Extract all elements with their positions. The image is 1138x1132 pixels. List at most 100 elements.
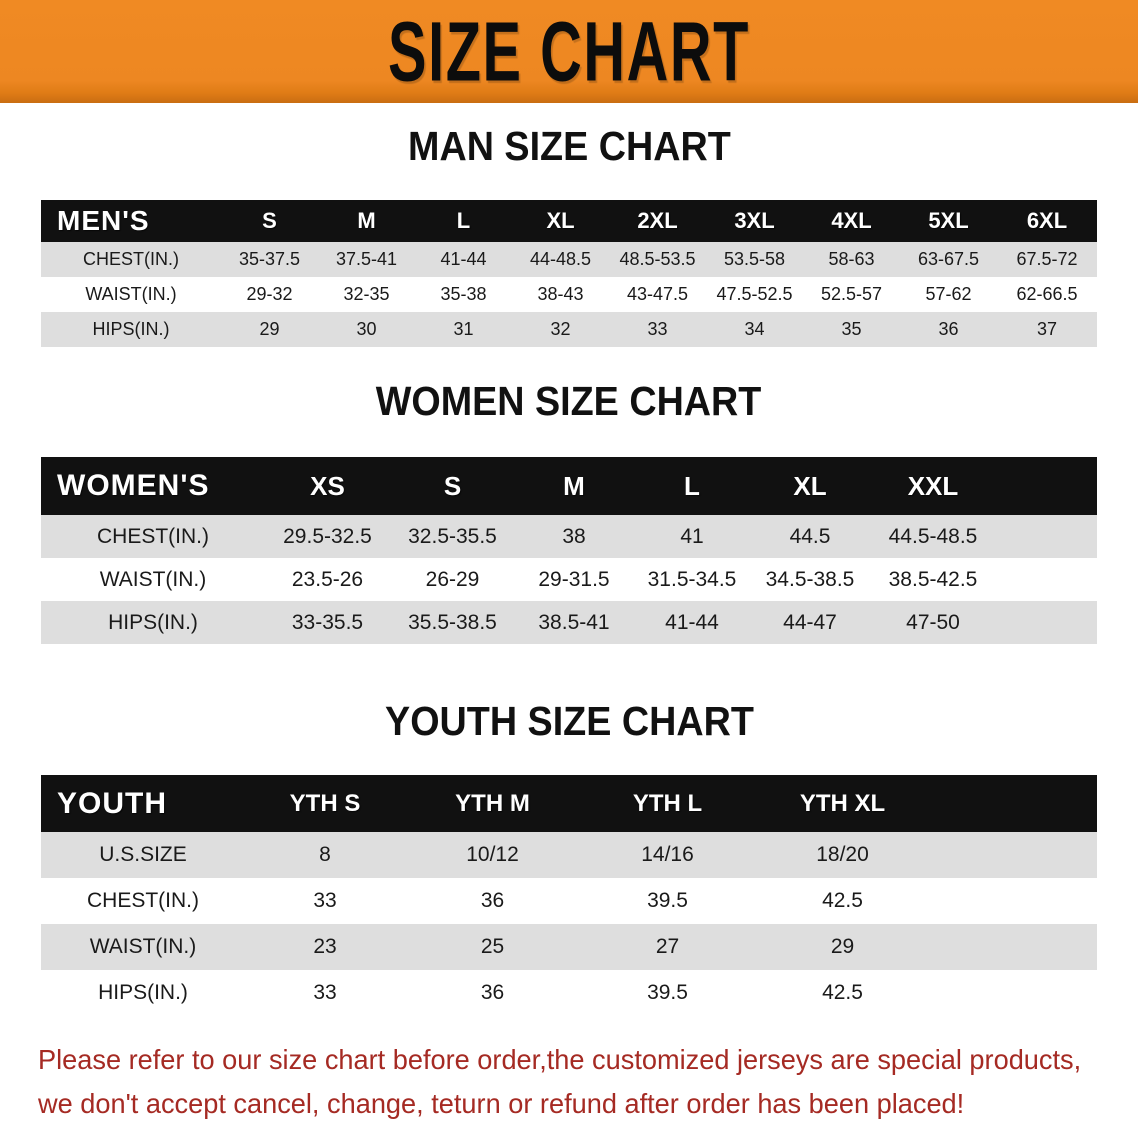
men-table-header-row: MEN'S S M L XL 2XL 3XL 4XL 5XL 6XL	[41, 200, 1097, 242]
men-cell: 32	[512, 312, 609, 347]
youth-cell-filler	[930, 970, 1097, 1016]
page-banner: SIZE CHART	[0, 0, 1138, 103]
men-col-header: M	[318, 200, 415, 242]
men-size-table: MEN'S S M L XL 2XL 3XL 4XL 5XL 6XL CHEST…	[41, 200, 1097, 347]
youth-col-header: YTH S	[245, 775, 405, 832]
youth-cell: 33	[245, 970, 405, 1016]
women-col-header: M	[515, 457, 633, 515]
youth-cell: 36	[405, 970, 580, 1016]
men-row-label: WAIST(IN.)	[41, 277, 221, 312]
youth-cell: 39.5	[580, 970, 755, 1016]
table-row: WAIST(IN.) 23.5-26 26-29 29-31.5 31.5-34…	[41, 558, 1097, 601]
women-cell: 44.5-48.5	[869, 515, 997, 558]
youth-cell: 36	[405, 878, 580, 924]
women-cell-filler	[997, 601, 1097, 644]
table-row: CHEST(IN.) 29.5-32.5 32.5-35.5 38 41 44.…	[41, 515, 1097, 558]
table-row: HIPS(IN.) 33 36 39.5 42.5	[41, 970, 1097, 1016]
women-section-title: WOMEN SIZE CHART	[0, 381, 1138, 422]
women-cell: 35.5-38.5	[390, 601, 515, 644]
women-cell: 38	[515, 515, 633, 558]
youth-section-title: YOUTH SIZE CHART	[0, 701, 1138, 742]
youth-col-header: YTH XL	[755, 775, 930, 832]
men-col-header: 3XL	[706, 200, 803, 242]
women-size-table: WOMEN'S XS S M L XL XXL CHEST(IN.) 29.5-…	[41, 457, 1097, 644]
men-cell: 44-48.5	[512, 242, 609, 277]
banner-title: SIZE CHART	[388, 3, 750, 99]
women-cell: 41-44	[633, 601, 751, 644]
men-col-header: XL	[512, 200, 609, 242]
youth-row-label: WAIST(IN.)	[41, 924, 245, 970]
men-cell: 35-38	[415, 277, 512, 312]
women-cell: 38.5-42.5	[869, 558, 997, 601]
men-row-label: CHEST(IN.)	[41, 242, 221, 277]
men-cell: 67.5-72	[997, 242, 1097, 277]
men-cell: 58-63	[803, 242, 900, 277]
youth-cell-filler	[930, 832, 1097, 878]
youth-table-header-row: YOUTH YTH S YTH M YTH L YTH XL	[41, 775, 1097, 832]
men-cell: 43-47.5	[609, 277, 706, 312]
women-corner-label: WOMEN'S	[41, 457, 265, 515]
men-cell: 29	[221, 312, 318, 347]
men-cell: 41-44	[415, 242, 512, 277]
women-cell: 32.5-35.5	[390, 515, 515, 558]
youth-col-header: YTH M	[405, 775, 580, 832]
women-cell: 31.5-34.5	[633, 558, 751, 601]
women-cell: 47-50	[869, 601, 997, 644]
men-col-header: 6XL	[997, 200, 1097, 242]
women-header-filler	[997, 457, 1097, 515]
women-cell: 26-29	[390, 558, 515, 601]
women-col-header: XS	[265, 457, 390, 515]
youth-cell: 42.5	[755, 878, 930, 924]
men-col-header: L	[415, 200, 512, 242]
man-section-title-text: MAN SIZE CHART	[407, 123, 731, 169]
youth-header-filler	[930, 775, 1097, 832]
women-section-title-text: WOMEN SIZE CHART	[376, 378, 762, 424]
youth-cell: 39.5	[580, 878, 755, 924]
man-section-title: MAN SIZE CHART	[0, 126, 1138, 167]
women-row-label: HIPS(IN.)	[41, 601, 265, 644]
youth-col-header: YTH L	[580, 775, 755, 832]
men-cell: 57-62	[900, 277, 997, 312]
youth-corner-label: YOUTH	[41, 775, 245, 832]
youth-cell: 14/16	[580, 832, 755, 878]
women-cell: 33-35.5	[265, 601, 390, 644]
women-cell: 34.5-38.5	[751, 558, 869, 601]
men-cell: 31	[415, 312, 512, 347]
men-col-header: 2XL	[609, 200, 706, 242]
table-row: U.S.SIZE 8 10/12 14/16 18/20	[41, 832, 1097, 878]
youth-cell: 23	[245, 924, 405, 970]
men-cell: 63-67.5	[900, 242, 997, 277]
men-cell: 53.5-58	[706, 242, 803, 277]
women-cell: 23.5-26	[265, 558, 390, 601]
men-cell: 38-43	[512, 277, 609, 312]
disclaimer-line-2: we don't accept cancel, change, teturn o…	[38, 1088, 965, 1119]
youth-cell: 10/12	[405, 832, 580, 878]
table-row: WAIST(IN.) 29-32 32-35 35-38 38-43 43-47…	[41, 277, 1097, 312]
youth-cell-filler	[930, 878, 1097, 924]
men-cell: 37.5-41	[318, 242, 415, 277]
disclaimer-line-1: Please refer to our size chart before or…	[38, 1044, 1082, 1075]
women-cell: 44.5	[751, 515, 869, 558]
men-cell: 47.5-52.5	[706, 277, 803, 312]
women-table-header-row: WOMEN'S XS S M L XL XXL	[41, 457, 1097, 515]
youth-cell: 27	[580, 924, 755, 970]
men-row-label: HIPS(IN.)	[41, 312, 221, 347]
men-cell: 29-32	[221, 277, 318, 312]
youth-cell: 29	[755, 924, 930, 970]
youth-row-label: HIPS(IN.)	[41, 970, 245, 1016]
men-cell: 36	[900, 312, 997, 347]
youth-cell: 42.5	[755, 970, 930, 1016]
women-cell: 41	[633, 515, 751, 558]
table-row: HIPS(IN.) 33-35.5 35.5-38.5 38.5-41 41-4…	[41, 601, 1097, 644]
men-cell: 52.5-57	[803, 277, 900, 312]
youth-section-title-text: YOUTH SIZE CHART	[384, 698, 754, 744]
women-cell-filler	[997, 558, 1097, 601]
youth-cell: 25	[405, 924, 580, 970]
men-cell: 35-37.5	[221, 242, 318, 277]
women-cell: 38.5-41	[515, 601, 633, 644]
disclaimer-text: Please refer to our size chart before or…	[38, 1038, 1108, 1126]
women-cell-filler	[997, 515, 1097, 558]
men-col-header: 4XL	[803, 200, 900, 242]
youth-row-label: U.S.SIZE	[41, 832, 245, 878]
